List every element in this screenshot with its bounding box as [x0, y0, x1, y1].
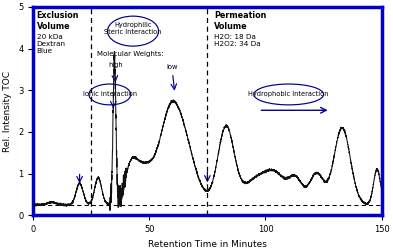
- Text: high: high: [108, 62, 123, 68]
- Text: 20 kDa
Dextran
Blue: 20 kDa Dextran Blue: [37, 34, 66, 54]
- Text: Permeation
Volume: Permeation Volume: [214, 11, 267, 30]
- Text: Hydrophobic Interaction: Hydrophobic Interaction: [248, 91, 329, 98]
- Text: Ionic Interaction: Ionic Interaction: [83, 91, 137, 98]
- Y-axis label: Rel. Intensity TOC: Rel. Intensity TOC: [4, 71, 13, 152]
- Text: Hydrophilic
Steric Interaction: Hydrophilic Steric Interaction: [104, 22, 162, 35]
- X-axis label: Retention Time in Minutes: Retention Time in Minutes: [148, 240, 267, 248]
- Text: H2O: 18 Da
H2O2: 34 Da: H2O: 18 Da H2O2: 34 Da: [214, 34, 261, 47]
- Text: Exclusion
Volume: Exclusion Volume: [37, 11, 79, 30]
- Text: Molecular Weights:: Molecular Weights:: [97, 51, 164, 57]
- Text: low: low: [167, 64, 178, 70]
